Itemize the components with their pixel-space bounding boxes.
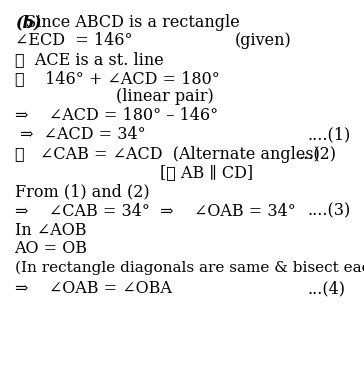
Text: [∵ AB ∥ CD]: [∵ AB ∥ CD]	[160, 164, 253, 181]
Text: ...(4): ...(4)	[308, 280, 345, 297]
Text: ....(1): ....(1)	[308, 126, 351, 143]
Text: AO = OB: AO = OB	[15, 240, 88, 257]
Text: Since ABCD is a rectangle: Since ABCD is a rectangle	[15, 14, 239, 31]
Text: ∴   ∠CAB = ∠ACD  (Alternate angles): ∴ ∠CAB = ∠ACD (Alternate angles)	[15, 146, 320, 163]
Text: ⇒    ∠CAB = 34°  ⇒    ∠OAB = 34°: ⇒ ∠CAB = 34° ⇒ ∠OAB = 34°	[15, 203, 295, 219]
Text: In ∠AOB: In ∠AOB	[15, 222, 86, 239]
Text: ⇒  ∠ACD = 34°: ⇒ ∠ACD = 34°	[20, 126, 146, 143]
Text: ⇒    ∠OAB = ∠OBA: ⇒ ∠OAB = ∠OBA	[15, 280, 171, 297]
Text: (linear pair): (linear pair)	[116, 88, 214, 105]
Text: ⇒    ∠ACD = 180° – 146°: ⇒ ∠ACD = 180° – 146°	[15, 107, 218, 124]
Text: ...(2): ...(2)	[298, 146, 336, 163]
Text: ....(3): ....(3)	[308, 203, 351, 219]
Text: From (1) and (2): From (1) and (2)	[15, 184, 149, 200]
Text: ∠ECD  = 146°: ∠ECD = 146°	[15, 32, 132, 49]
Text: (In rectangle diagonals are same & bisect each other): (In rectangle diagonals are same & bisec…	[15, 260, 364, 275]
Text: ∴  ACE is a st. line: ∴ ACE is a st. line	[15, 51, 163, 68]
Text: ∴    146° + ∠ACD = 180°: ∴ 146° + ∠ACD = 180°	[15, 70, 219, 87]
Text: (b): (b)	[15, 14, 41, 31]
Text: (given): (given)	[235, 32, 292, 49]
